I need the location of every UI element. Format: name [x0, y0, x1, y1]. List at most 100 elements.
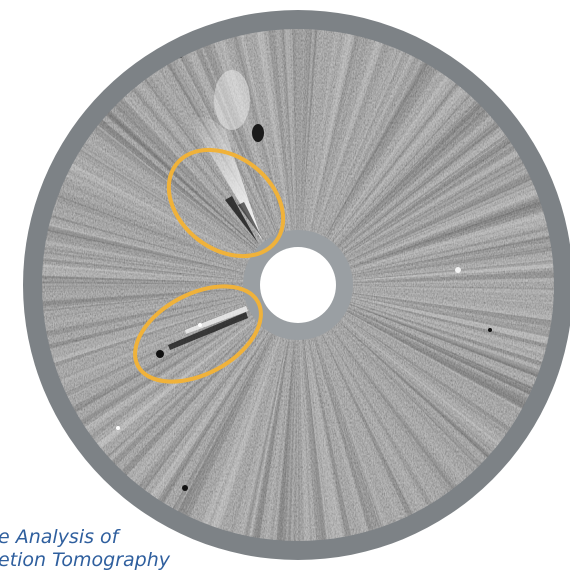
streamer-ray — [337, 315, 514, 454]
streamer-ray — [344, 187, 552, 268]
streamer-ray — [305, 29, 340, 236]
streamer-ray — [252, 29, 291, 236]
streamer-ray — [42, 300, 251, 371]
streamer-ray — [254, 29, 291, 236]
streamer-ray — [341, 152, 535, 261]
streamer-ray — [347, 288, 554, 306]
streamer-ray — [59, 156, 254, 262]
streamer-ray — [106, 89, 264, 250]
streamer-ray — [344, 302, 552, 383]
caption-line-1: e Analysis of — [0, 526, 119, 548]
streamer-ray — [121, 323, 266, 493]
streamer-ray — [136, 67, 269, 245]
streamer-ray — [334, 318, 499, 468]
streamer-ray — [84, 315, 259, 453]
streamer-ray — [314, 331, 394, 541]
streamer-ray — [84, 115, 259, 255]
streamer-ray — [345, 202, 554, 271]
streamer-ray — [302, 334, 328, 541]
streamer-ray — [344, 302, 551, 382]
streamer-ray — [347, 244, 554, 279]
streamer-ray — [130, 324, 268, 501]
streamer-ray — [100, 319, 262, 472]
streamer-ray — [346, 223, 554, 275]
streamer-ray — [327, 325, 459, 505]
streamer-ray — [280, 29, 296, 236]
streamer-ray — [336, 317, 506, 461]
streamer-ray — [42, 237, 249, 277]
caption-line-2: etion Tomography — [0, 549, 171, 571]
streamer-ray — [340, 138, 528, 259]
streamer-ray — [42, 251, 249, 280]
streamer-ray — [335, 318, 501, 467]
streamer-ray — [316, 34, 404, 239]
streamer-ray — [345, 195, 554, 269]
streamer-ray — [336, 317, 506, 461]
streamer-ray — [347, 287, 554, 302]
streamer-ray — [96, 102, 261, 252]
streamer-ray — [57, 160, 254, 263]
streamer-ray — [299, 29, 313, 236]
streamer-ray — [344, 301, 553, 380]
streamer-ray — [339, 133, 524, 258]
streamer-ray — [42, 229, 249, 275]
streamer-ray — [346, 295, 554, 348]
streamer-ray — [332, 90, 488, 250]
streamer-ray — [320, 42, 420, 241]
streamer-ray — [42, 226, 250, 276]
streamer-ray — [278, 29, 296, 236]
streamer-ray — [340, 142, 531, 260]
streamer-ray — [313, 332, 385, 541]
streamer-ray — [245, 334, 289, 541]
highlight-ellipse-upper — [166, 147, 286, 259]
streamer-ray — [347, 292, 554, 325]
streamer-ray — [275, 334, 295, 541]
dark-spot — [252, 124, 264, 142]
streamer-ray — [283, 29, 296, 236]
streamer-ray — [42, 222, 250, 275]
streamer-ray — [333, 92, 492, 250]
streamer-ray — [95, 100, 262, 252]
streamer-ray — [142, 325, 270, 508]
streamer-ray — [333, 320, 489, 478]
streamer-ray — [212, 29, 283, 238]
streamer-ray — [333, 320, 492, 477]
highlight-ellipse-lower — [133, 284, 263, 384]
streamer-ray — [333, 94, 495, 251]
streamer-ray — [332, 321, 485, 483]
streamer-ray — [42, 299, 251, 368]
streamer-ray — [240, 333, 288, 541]
streamer-ray — [346, 298, 554, 363]
streamer-ray — [42, 294, 249, 340]
streamer-ray — [96, 318, 261, 467]
streamer-ray — [315, 30, 395, 239]
streamer-ray — [338, 313, 522, 442]
streamer-ray — [72, 132, 257, 258]
streamer-ray — [328, 70, 466, 246]
streamer-ray — [319, 329, 419, 529]
streamer-ray — [305, 334, 341, 541]
streamer-ray — [338, 313, 519, 444]
streamer-ray — [343, 305, 546, 401]
streamer-ray — [205, 332, 282, 541]
streamer-ray — [342, 307, 541, 409]
streamer-ray — [338, 121, 517, 256]
streamer-ray — [73, 313, 257, 440]
streamer-ray — [340, 141, 528, 259]
streamer-ray — [320, 42, 419, 241]
streamer-ray — [68, 311, 256, 432]
streamer-ray — [341, 308, 537, 416]
streamer-ray — [346, 295, 554, 344]
streamer-ray — [320, 329, 422, 527]
streamer-ray — [153, 327, 272, 516]
streamer-ray — [133, 324, 268, 501]
streamer-ray — [60, 309, 255, 420]
streamer-ray — [101, 319, 263, 476]
streamer-ray — [53, 167, 253, 264]
streamer-ray — [345, 197, 554, 270]
streamer-ray — [292, 29, 298, 235]
streamer-ray — [344, 182, 551, 267]
streamer-ray — [305, 29, 342, 236]
streamer-ray — [322, 48, 432, 242]
streamer-ray — [265, 334, 293, 541]
